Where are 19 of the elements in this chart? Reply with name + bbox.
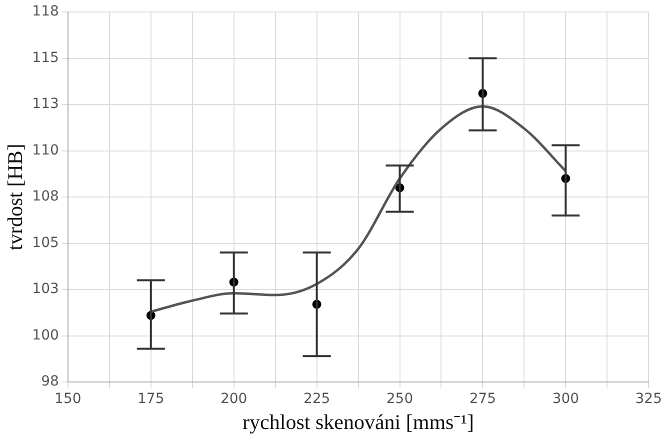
y-tick-label: 115 [32, 50, 59, 66]
y-axis-title: tvrdost [HB] [3, 144, 28, 250]
x-tick-label: 175 [138, 391, 164, 408]
x-tick-label: 250 [386, 391, 414, 408]
y-tick-label: 113 [32, 96, 59, 112]
y-tick-label: 110 [32, 142, 59, 158]
x-axis-title: rychlost skenováni [mms⁻¹] [242, 410, 474, 434]
x-tick-label: 275 [469, 391, 496, 408]
y-tick-label: 105 [32, 234, 59, 251]
y-tick-label: 118 [32, 4, 59, 20]
x-tick-label: 225 [303, 391, 330, 408]
y-tick-label: 103 [32, 281, 59, 298]
y-tick-label: 98 [41, 374, 59, 390]
x-tick-label: 150 [54, 391, 82, 408]
x-tick-label: 200 [220, 391, 248, 408]
y-tick-label: 100 [32, 327, 59, 344]
x-tick-label: 300 [552, 391, 580, 408]
x-tick-label: 325 [635, 391, 662, 408]
y-tick-label: 108 [32, 188, 59, 205]
